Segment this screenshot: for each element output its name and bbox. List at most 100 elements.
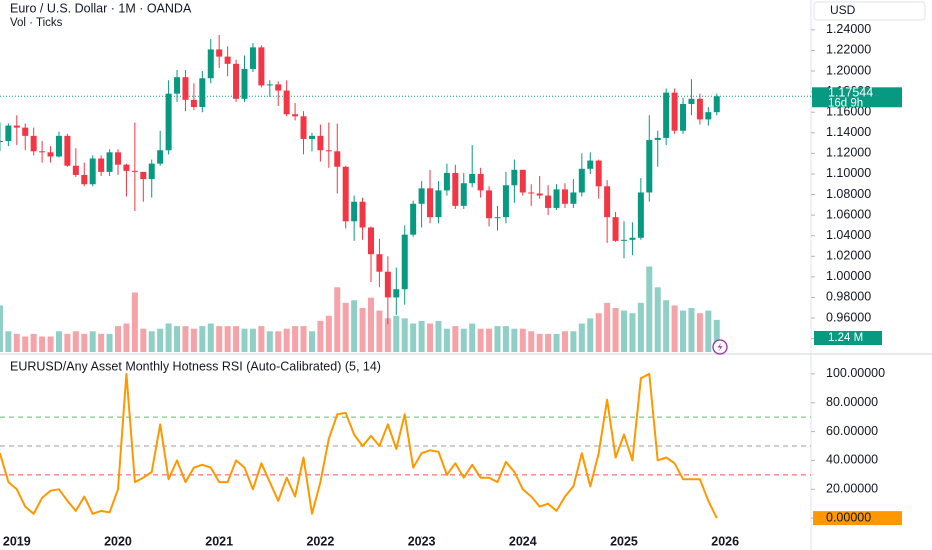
candle-body (165, 93, 172, 151)
candle-body (393, 289, 400, 298)
volume-bar (671, 305, 678, 352)
candle-body (325, 150, 332, 152)
candle-body (98, 158, 105, 172)
price-countdown: 16d 9h (828, 97, 863, 109)
alert-bolt (717, 342, 723, 352)
volume-bar (494, 326, 501, 352)
volume-bar (89, 331, 96, 352)
candle-body (317, 135, 324, 151)
candle-body (300, 116, 307, 139)
volume-bar (688, 308, 695, 352)
candle-body (629, 237, 636, 240)
rsi-layer (0, 372, 718, 519)
candle-body (13, 125, 20, 128)
volume-bar (266, 331, 273, 352)
volume-bar (30, 333, 37, 352)
candle-body (654, 137, 661, 140)
volume-tag-value: 1.24 M (828, 332, 863, 344)
volume-bar (595, 313, 602, 352)
currency-box[interactable] (813, 1, 926, 21)
volume-bar (216, 326, 223, 352)
candle-body (637, 192, 644, 238)
candle-body (410, 203, 417, 235)
candle-body (486, 190, 493, 219)
volume-bar (308, 331, 315, 352)
volume-bar (384, 318, 391, 352)
candle-layer (0, 34, 720, 325)
candle-body (519, 169, 526, 193)
rsi-tag (813, 511, 902, 526)
volume-bar (578, 323, 585, 352)
volume-bar (570, 331, 577, 352)
y-tick-label: 1.20000 (826, 63, 871, 77)
volume-bar (47, 336, 54, 352)
axis-layer: 0.940000.960000.980001.000001.020001.040… (3, 22, 885, 548)
y-tick-label: 1.00000 (826, 269, 871, 283)
candle-body (696, 98, 703, 120)
volume-bar (545, 333, 552, 352)
candle-body (89, 158, 96, 185)
price-tag-value: 1.17544 (828, 86, 873, 100)
volume-bar (663, 300, 670, 352)
rsi-line (0, 372, 718, 519)
candle-body (604, 186, 611, 218)
candle-body (64, 135, 71, 166)
y-tick-label: 1.08000 (826, 187, 871, 201)
y-tick-label: 80.00000 (826, 395, 878, 409)
y-tick-label: 1.10000 (826, 166, 871, 180)
candle-body (140, 171, 147, 180)
candle-body (182, 77, 189, 100)
candle-body (553, 189, 560, 208)
candle-body (207, 49, 214, 79)
candle-body (671, 92, 678, 131)
candle-body (452, 172, 459, 206)
y-tick-label: 1.14000 (826, 125, 871, 139)
volume-bar (376, 310, 383, 352)
candle-body (81, 174, 88, 185)
y-tick-label: 60.00000 (826, 424, 878, 438)
volume-bar (713, 319, 720, 352)
candle-body (536, 193, 543, 196)
candle-body (266, 84, 273, 86)
x-tick-label: 2020 (104, 534, 132, 548)
currency: USD (830, 3, 856, 17)
candle-body (561, 189, 568, 204)
candle-body (47, 152, 54, 157)
rsi-title: EURUSD/Any Asset Monthly Hotness RSI (Au… (10, 359, 381, 373)
volume-bar (72, 331, 79, 352)
candle-body (511, 169, 518, 186)
candle-body (342, 166, 349, 222)
volume-bar (174, 326, 181, 352)
candle-body (502, 185, 509, 218)
candle-body (620, 239, 627, 241)
volume-bar (283, 328, 290, 352)
volume-bar (612, 308, 619, 352)
price-tag (812, 87, 902, 108)
candle-body (427, 188, 434, 218)
candle-body (494, 217, 501, 219)
volume-bar (460, 328, 467, 352)
volume-bar (654, 287, 661, 352)
volume-bar (342, 302, 349, 352)
volume-layer (0, 266, 720, 352)
volume-legend: Vol · Ticks (10, 17, 63, 29)
candle-body (190, 99, 197, 108)
volume-bar (646, 266, 653, 352)
rsi-tag-value: 0.00000 (826, 510, 871, 524)
alert-icon[interactable] (712, 339, 728, 355)
volume-bar (435, 320, 442, 352)
candle-body (528, 192, 535, 194)
candle-body (22, 127, 29, 136)
candle-body (646, 139, 653, 193)
candle-body (224, 56, 231, 64)
volume-bar (123, 323, 130, 352)
volume-bar (98, 333, 105, 352)
volume-bar (334, 287, 341, 352)
volume-tag (814, 331, 882, 345)
volume-bar (502, 326, 509, 352)
candle-body (308, 135, 315, 139)
candle-body (443, 172, 450, 191)
volume-bar (367, 297, 374, 352)
